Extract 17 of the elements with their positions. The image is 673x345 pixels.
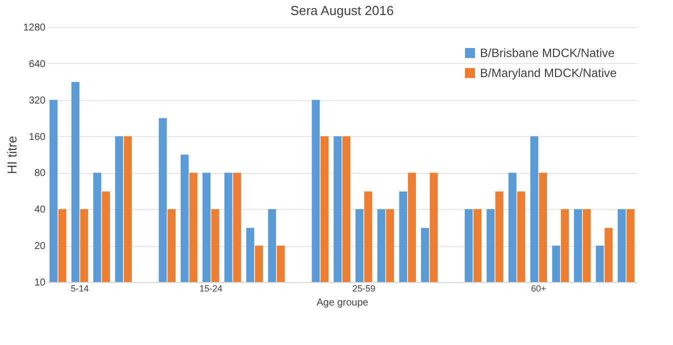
- legend-label: B/Brisbane MDCK/Native: [480, 46, 616, 60]
- y-tick-label: 40: [34, 204, 46, 216]
- y-tick-label: 10: [34, 278, 46, 288]
- x-tick-label: 15-24: [199, 284, 222, 294]
- x-tick-label: 25-59: [352, 284, 376, 294]
- x-tick-label: 60+: [531, 284, 546, 294]
- y-tick-label: 640: [28, 58, 46, 70]
- y-tick-label: 20: [34, 241, 46, 252]
- chart-title: Sera August 2016: [290, 3, 394, 18]
- x-tick-label: 5-14: [70, 284, 89, 294]
- y-tick-label: 1280: [23, 22, 46, 34]
- y-tick-label: 160: [28, 132, 46, 143]
- legend-label: B/Maryland MDCK/Native: [480, 66, 618, 80]
- y-tick-label: 80: [34, 168, 46, 180]
- y-axis-title: HI titre: [4, 136, 20, 174]
- x-axis-title: Age groupe: [316, 298, 369, 308]
- y-tick-label: 320: [28, 95, 46, 106]
